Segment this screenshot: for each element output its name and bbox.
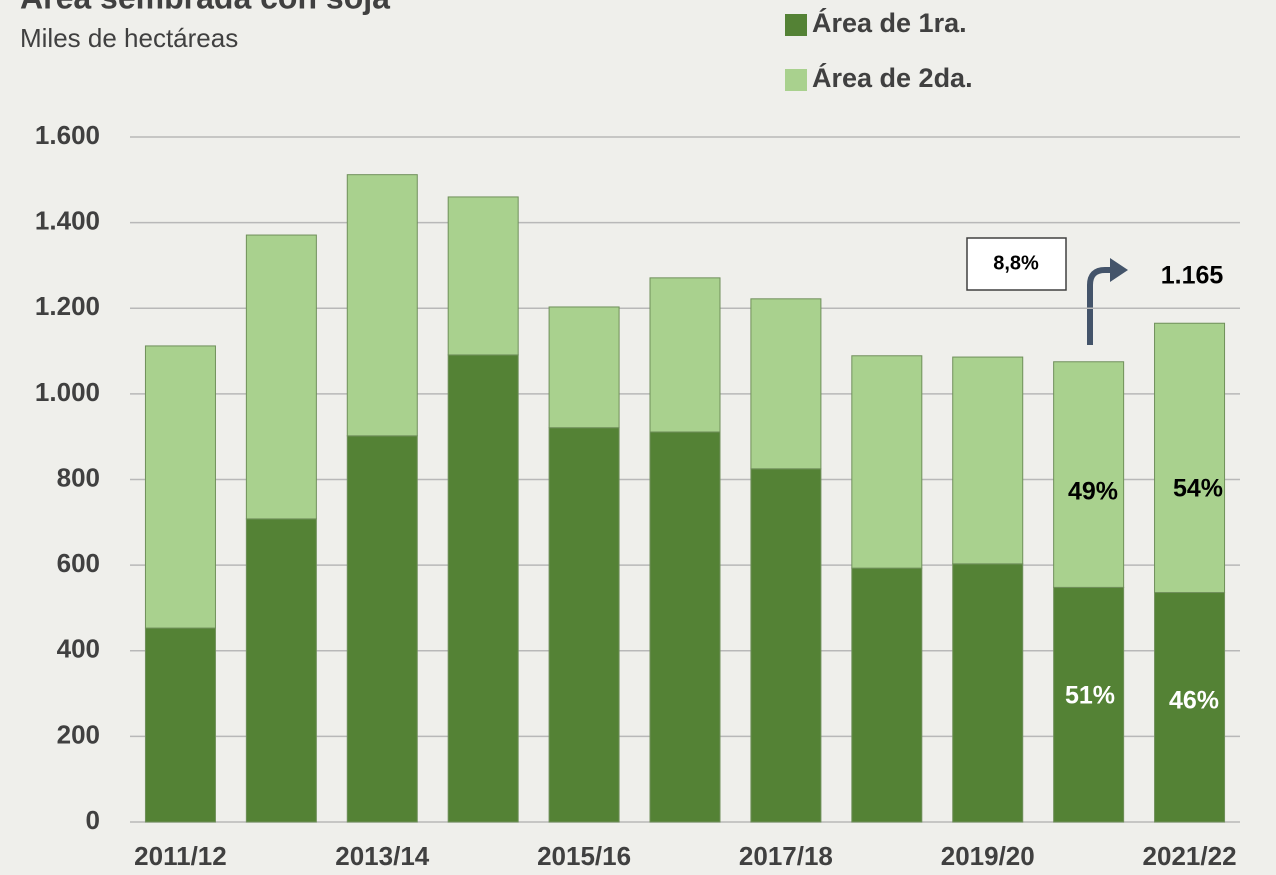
bar: [1053, 361, 1125, 588]
y-tick-label: 1.200: [35, 291, 100, 321]
chart-title: Área sembrada con soja: [20, 0, 390, 15]
bar: [447, 196, 519, 356]
bar: [447, 354, 519, 823]
arrow: [1087, 267, 1112, 345]
bar: [851, 355, 923, 569]
y-tick-label: 1.400: [35, 206, 100, 236]
y-tick-label: 600: [57, 548, 100, 578]
x-tick-label: 2013/14: [335, 841, 430, 871]
bar: [548, 306, 620, 429]
legend-label: Área de 2da.: [812, 62, 973, 93]
bar: [952, 563, 1024, 823]
legend-swatch: [785, 69, 807, 91]
bar: [1053, 586, 1125, 823]
y-tick-label: 1.600: [35, 120, 100, 150]
annotation: 8,8%: [993, 252, 1039, 274]
x-tick-label: 2021/22: [1143, 841, 1237, 871]
bar: [1154, 592, 1226, 823]
bar: [750, 468, 822, 823]
bar: [548, 427, 620, 823]
annotation: 49%: [1068, 478, 1118, 506]
bar: [346, 435, 418, 823]
bar: [851, 567, 923, 823]
x-tick-label: 2015/16: [537, 841, 631, 871]
chart-subtitle: Miles de hectáreas: [20, 23, 238, 53]
annotation: 46%: [1169, 687, 1219, 715]
bar: [245, 518, 317, 823]
annotation: 1.165: [1161, 262, 1224, 290]
bar: [750, 298, 822, 470]
x-tick-label: 2017/18: [739, 841, 833, 871]
arrow-head: [1110, 258, 1128, 282]
y-tick-label: 200: [57, 719, 100, 749]
bar: [144, 627, 216, 823]
bar: [649, 431, 721, 823]
bar: [346, 174, 418, 437]
bar: [952, 356, 1024, 565]
x-tick-label: 2011/12: [134, 841, 227, 871]
y-tick-label: 400: [57, 634, 100, 664]
x-tick-label: 2019/20: [941, 841, 1035, 871]
bar: [245, 234, 317, 520]
legend-label: Área de 1ra.: [812, 7, 967, 38]
bar: [144, 345, 216, 629]
annotation-box: [966, 237, 1067, 291]
bar: [1154, 322, 1226, 594]
y-tick-label: 800: [57, 462, 100, 492]
annotation: 51%: [1065, 682, 1115, 710]
bar: [649, 277, 721, 433]
y-tick-label: 1.000: [35, 377, 100, 407]
legend-swatch: [785, 14, 807, 36]
y-tick-label: 0: [86, 805, 100, 835]
annotation: 54%: [1173, 475, 1223, 503]
